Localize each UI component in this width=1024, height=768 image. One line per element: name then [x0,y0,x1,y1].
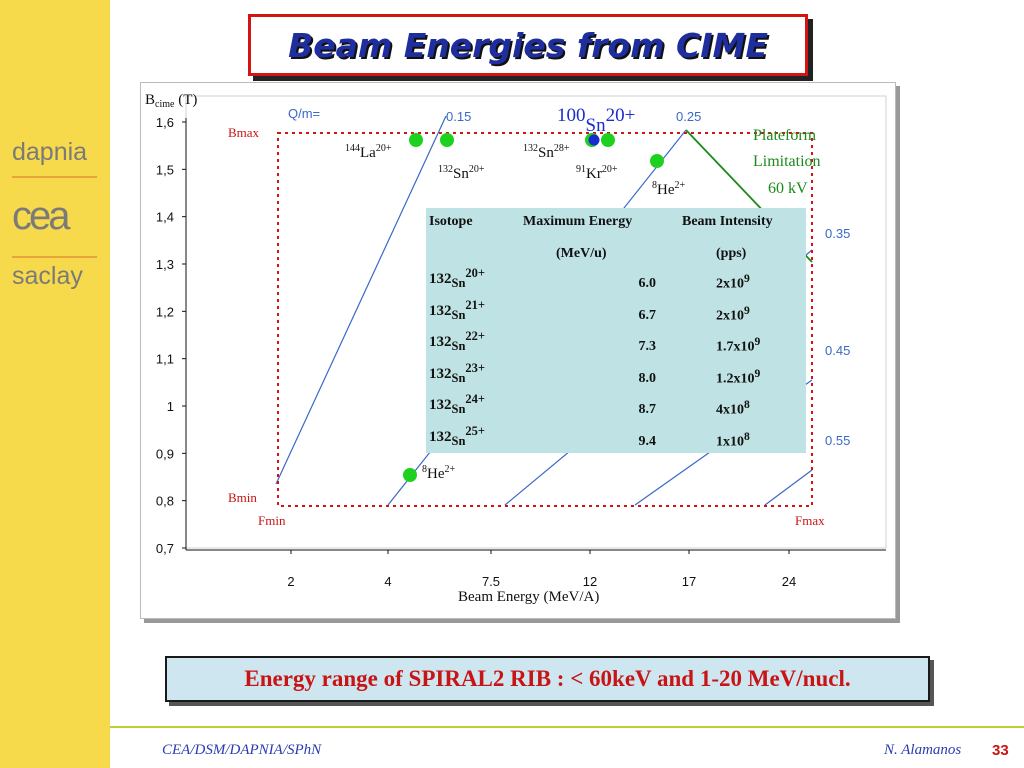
table-cell-energy: 6.0 [638,276,657,291]
operating-boundary [277,132,813,507]
y-tick-label: 0,9 [156,446,174,461]
table-cell-isotope: 132Sn24+ [429,392,486,416]
table-cell-isotope: 132Sn25+ [429,423,486,448]
table-cell-energy: 8.0 [638,370,657,386]
y-tick-label: 1,1 [156,352,174,367]
qm-label-045: 0.45 [825,343,850,358]
isotope-table: Isotope Maximum Energy Beam Intensity (M… [426,208,806,453]
point-he8-top [650,154,664,168]
table-cell-energy: 9.4 [638,433,657,449]
qm-line-015 [275,115,447,485]
saclay-logo: saclay [12,262,83,290]
table-cell-isotope: 132Sn20+ [429,266,486,290]
table-cell-intensity: 1x108 [716,429,750,450]
table-cell-isotope: 132Sn22+ [429,329,486,353]
table-cell-isotope: 132Sn23+ [429,360,486,385]
y-tick-label: 1,3 [156,257,174,272]
table-cell-intensity: 2x109 [716,303,750,324]
footer-author: N. Alamanos [884,742,962,758]
x-tick-label: 2 [287,574,294,589]
qm-label-025: 0.25 [676,109,701,124]
table-subheader-intensity: (pps) [716,246,747,261]
table-subheader-energy: (MeV/u) [556,246,607,261]
svg-text:60 kV: 60 kV [768,180,808,197]
x-tick-label: 12 [583,574,597,589]
table-row: 132Sn23+ 8.0 1.2x109 [426,361,806,393]
footer-organization: CEA/DSM/DAPNIA/SPhN [162,742,322,758]
label-he8-top: 8He2+ [652,180,686,198]
label-kr91: 91Kr20+ [576,164,618,182]
y-tick-label: 1,5 [156,162,174,177]
point-sn132-20 [440,133,454,147]
qm-label-055: 0.55 [825,433,850,448]
table-cell-energy: 7.3 [638,339,657,354]
svg-text:Plateform: Plateform [753,127,817,144]
qm-label-015: 0.15 [446,109,471,124]
qm-header: Q/m= [288,106,320,121]
x-ticks: 2 4 7.5 12 17 24 [287,550,796,589]
qm-line-055 [764,469,813,506]
svg-text:cea: cea [12,196,71,236]
table-cell-energy: 8.7 [638,402,657,417]
table-cell-intensity: 1.7x109 [716,335,761,355]
label-sn132-28: 132Sn28+ [523,143,570,161]
y-ticks: 0,7 0,8 0,9 1 1,1 1,2 1,3 1,4 1,5 1,6 [156,115,186,556]
table-row: 132Sn21+ 6.7 2x109 [426,298,806,330]
plateform-label: Plateform Limitation 60 kV [753,127,821,197]
qm-label-035: 0.35 [825,226,850,241]
table-cell-intensity: 4x108 [716,398,750,418]
bmax-label: Bmax [228,125,260,140]
x-tick-label: 7.5 [482,574,500,589]
x-tick-label: 24 [782,574,796,589]
y-tick-label: 1,6 [156,115,174,130]
point-kr91 [601,133,615,147]
table-header-isotope: Isotope [429,214,473,229]
highlight-isotope-label: 100Sn20+ [557,105,635,136]
y-tick-label: 0,7 [156,541,174,556]
sidebar: dapnia cea saclay [0,0,110,768]
footer-divider [110,726,1024,728]
x-tick-label: 4 [384,574,391,589]
table-row: 132Sn22+ 7.3 1.7x109 [426,329,806,361]
svg-text:Limitation: Limitation [753,153,821,170]
table-cell-intensity: 1.2x109 [716,366,761,387]
energy-range-box: Energy range of SPIRAL2 RIB : < 60keV an… [165,656,930,702]
point-sn100-highlight [588,134,600,146]
x-tick-label: 17 [682,574,696,589]
table-row: 132Sn20+ 6.0 2x109 [426,266,806,298]
cea-logo-icon: cea [12,196,74,236]
table-row: 132Sn25+ 9.4 1x108 [426,424,806,456]
slide-title-box: Beam Energies from CIME [248,14,808,76]
data-points [403,133,664,482]
y-tick-label: 0,8 [156,494,174,509]
logo-divider-top [12,176,97,178]
label-sn132-20: 132Sn20+ [438,164,485,182]
table-header-intensity: Beam Intensity [682,214,773,229]
label-la144: 144La20+ [345,143,392,161]
point-labels: 144La20+ 132Sn20+ 132Sn28+ 91Kr20+ 8He2+… [345,143,686,482]
fmax-label: Fmax [795,513,825,528]
page-number: 33 [992,742,1009,759]
slide-title: Beam Energies from CIME [288,25,768,65]
table-header-energy: Maximum Energy [523,214,633,229]
table-row: 132Sn24+ 8.7 4x108 [426,392,806,424]
y-tick-label: 1 [167,399,174,414]
table-cell-intensity: 2x109 [716,272,750,292]
table-cell-isotope: 132Sn21+ [429,297,486,322]
logo-divider-bottom [12,256,97,258]
x-axis-label: Beam Energy (MeV/A) [458,589,599,605]
label-he8-bottom: 8He2+ [422,464,456,482]
bmin-label: Bmin [228,490,257,505]
point-he8-bottom [403,468,417,482]
energy-range-text: Energy range of SPIRAL2 RIB : < 60keV an… [244,666,851,691]
dapnia-logo: dapnia [12,138,88,166]
table-cell-energy: 6.7 [638,307,657,323]
y-tick-label: 1,2 [156,304,174,319]
fmin-label: Fmin [258,513,286,528]
y-axis-label: Bcime (T) [145,92,197,110]
point-la144 [409,133,423,147]
y-tick-label: 1,4 [156,210,174,225]
